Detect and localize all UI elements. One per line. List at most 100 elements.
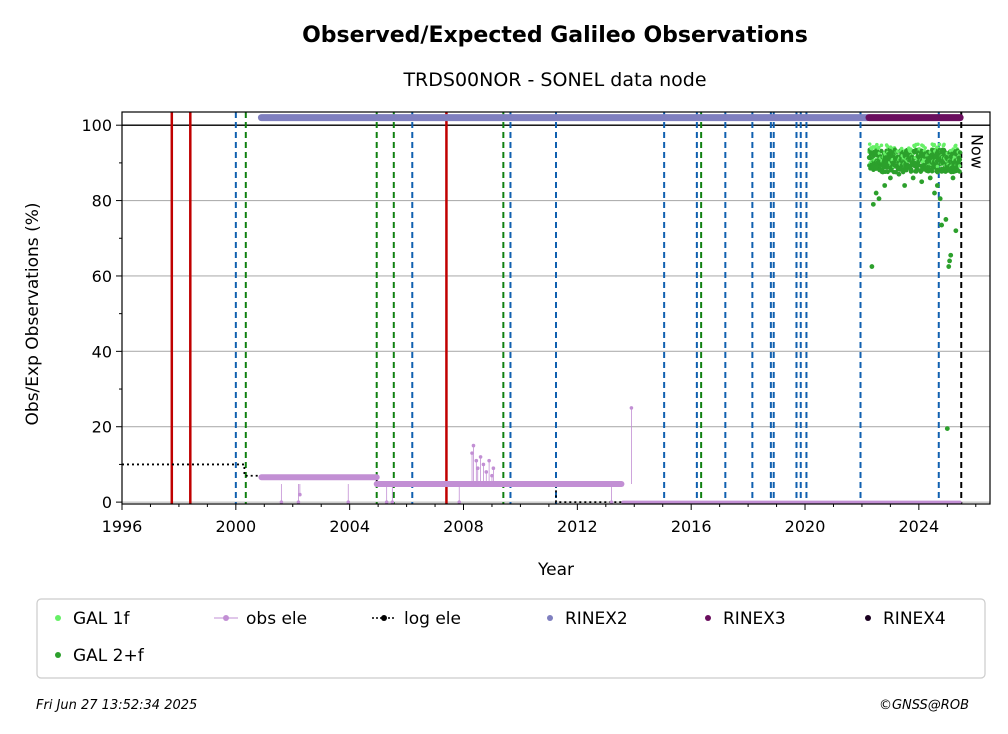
series-gal-2f-point: [885, 169, 890, 175]
series-obs-ele-point: [481, 462, 486, 467]
series-gal-2f-point: [947, 258, 952, 264]
series-gal-2f-point: [910, 175, 916, 181]
series-gal-2f-point: [946, 264, 952, 269]
series-obs-ele-point: [484, 470, 489, 474]
series-obs-ele-point: [490, 473, 494, 478]
series-gal-1f-point: [879, 143, 884, 148]
legend-label: obs ele: [246, 609, 307, 629]
y-tick-label: 100: [81, 116, 112, 135]
legend-label: RINEX3: [723, 609, 786, 629]
series-gal-1f-point: [867, 142, 872, 146]
series-gal-1f-point: [942, 142, 946, 147]
series-obs-ele-point: [390, 500, 395, 504]
series-gal-2f-point: [927, 175, 933, 181]
series-obs-ele-point: [384, 500, 389, 504]
x-tick-label: 2004: [329, 517, 370, 536]
series-obs-ele-point: [487, 458, 491, 463]
series-gal-2f-point: [957, 150, 963, 155]
series-gal-2f-point: [944, 426, 950, 432]
series-obs-ele-point: [470, 451, 474, 455]
legend-label: RINEX2: [565, 609, 628, 629]
series-gal-1f-point: [935, 164, 940, 169]
footer-timestamp: Fri Jun 27 13:52:34 2025: [36, 698, 197, 713]
series-gal-2f-point: [957, 157, 963, 162]
chart-subtitle: TRDS00NOR - SONEL data node: [402, 69, 706, 91]
legend: GAL 1f obs ele log ele RINEX2 RINEX3 RINEX4 GA…: [55, 609, 946, 666]
legend-label: GAL 2+f: [73, 646, 145, 666]
series-obs-ele-point: [471, 443, 476, 448]
legend-marker: [223, 615, 229, 621]
series-gal-2f-point: [953, 228, 959, 234]
x-tick-label: 2000: [215, 517, 256, 536]
series-gal-2f-point: [948, 252, 954, 258]
series-gal-2f-point: [934, 183, 940, 188]
series-gal-1f-point: [899, 146, 904, 151]
x-tick-label: 2012: [557, 517, 598, 536]
x-tick-label: 1996: [102, 517, 143, 536]
series-gal-1f-point: [957, 164, 962, 168]
series-gal-2f-point: [950, 175, 956, 181]
series-gal-1f-point: [877, 145, 881, 150]
x-tick-label: 2020: [785, 517, 826, 536]
series-gal-2f-point: [896, 171, 902, 177]
legend-box: [36, 598, 986, 679]
series-gal-2f-point: [902, 183, 908, 188]
y-axis: 0 20 40 60 80 100: [81, 116, 122, 512]
series-gal-1f-point: [937, 142, 942, 147]
series-obs-ele-point: [629, 406, 634, 410]
legend-marker: [55, 615, 61, 621]
series-gal-2f-point: [879, 148, 884, 154]
series-gal-1f-point: [923, 146, 927, 150]
legend-label: log ele: [404, 609, 461, 629]
series-obs-ele-point: [475, 466, 480, 470]
series-gal-2f-point: [887, 175, 893, 181]
now-label: Now: [967, 134, 986, 169]
legend-label: RINEX4: [883, 609, 946, 629]
series-gal-2f-point: [929, 169, 935, 174]
legend-marker: [55, 652, 61, 658]
series-obs-ele-point: [491, 466, 496, 470]
y-tick-label: 80: [92, 192, 112, 211]
series-gal-2f-point: [876, 196, 882, 202]
series-gal-2f-point: [937, 196, 943, 202]
series-obs-ele-point: [279, 500, 284, 504]
series-obs-ele-point: [474, 458, 479, 463]
x-tick-label: 2008: [443, 517, 484, 536]
data-layer: [122, 114, 964, 504]
series-gal-1f-point: [875, 142, 879, 147]
series-gal-2f-point: [870, 201, 876, 207]
series-gal-2f-point: [919, 179, 925, 185]
series-gal-1f-point: [916, 142, 920, 147]
x-tick-label: 2024: [898, 517, 939, 536]
y-tick-label: 20: [92, 418, 112, 437]
series-gal-1f-point: [932, 142, 937, 147]
legend-marker: [865, 615, 871, 621]
legend-marker: [547, 615, 553, 621]
series-gal-2f-point: [909, 167, 914, 172]
series-gal-2f-point: [869, 264, 875, 269]
series-obs-ele-point: [298, 492, 302, 497]
series-obs-ele-point: [346, 500, 351, 504]
y-tick-label: 0: [102, 493, 112, 512]
footer-credit: ©GNSS@ROB: [879, 698, 969, 713]
series-gal-1f-point: [953, 143, 958, 148]
series-gal-2f-point: [873, 190, 879, 196]
legend-marker: [705, 615, 711, 621]
chart-title: Observed/Expected Galileo Observations: [302, 23, 808, 48]
series-obs-ele-point: [478, 455, 483, 459]
series-gal-2f-point: [943, 217, 949, 222]
y-tick-label: 60: [92, 267, 112, 286]
y-tick-label: 40: [92, 342, 112, 361]
series-obs-ele-point: [609, 500, 614, 504]
x-axis: 1996 2000 2004 2008 2012 2016 2020 2024: [102, 504, 977, 536]
plot-frame: [121, 111, 991, 505]
legend-label: GAL 1f: [73, 609, 130, 629]
legend-marker: [381, 615, 387, 621]
y-axis-label: Obs/Exp Observations (%): [23, 203, 43, 426]
series-gal-2f-point: [939, 222, 945, 228]
x-axis-label: Year: [537, 560, 574, 580]
event-lines-layer: [170, 112, 963, 504]
series-obs-ele-point: [457, 500, 462, 504]
series-gal-2f-point: [882, 183, 888, 188]
